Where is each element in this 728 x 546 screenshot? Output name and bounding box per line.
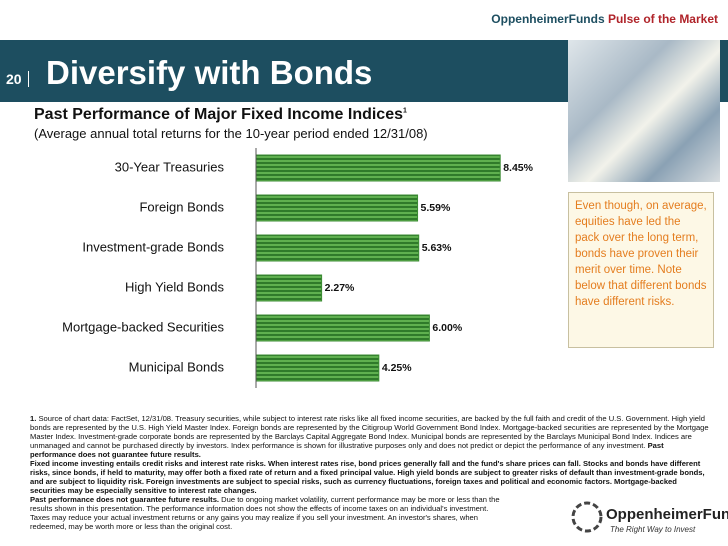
bar <box>255 314 430 342</box>
logo-name: OppenheimerFunds <box>606 506 728 523</box>
bar <box>255 154 501 182</box>
note-bold: Past performance does not guarantee futu… <box>30 495 220 504</box>
note-source: Source of chart data: FactSet, 12/31/08.… <box>30 414 709 450</box>
value-label: 2.27% <box>325 282 355 294</box>
callout: Even though, on average, equities have l… <box>568 192 714 348</box>
footnotes: 1. Source of chart data: FactSet, 12/31/… <box>30 414 710 531</box>
note-number: 1. <box>30 414 37 423</box>
value-label: 5.63% <box>422 242 452 254</box>
photo <box>568 40 720 182</box>
title-note: 1 <box>403 107 407 115</box>
category-label: 30-Year Treasuries <box>115 159 225 174</box>
category-label: High Yield Bonds <box>125 279 225 294</box>
brand: OppenheimerFunds Pulse of the Market <box>491 12 718 26</box>
bar <box>255 274 323 302</box>
brand-name: OppenheimerFunds <box>491 12 605 26</box>
bar <box>255 234 420 262</box>
chart-title: Past Performance of Major Fixed Income I… <box>34 106 407 124</box>
category-label: Municipal Bonds <box>129 359 225 374</box>
value-label: 8.45% <box>503 162 533 174</box>
bar <box>255 194 419 222</box>
logo-slogan: The Right Way to Invest <box>610 525 696 534</box>
page-number: 20 <box>6 71 29 87</box>
category-label: Investment-grade Bonds <box>82 239 224 254</box>
category-label: Foreign Bonds <box>139 199 224 214</box>
chart-subtitle: (Average annual total returns for the 10… <box>34 126 428 141</box>
note-past: Due to ongoing market volatility, curren… <box>30 495 500 531</box>
logo-mark <box>571 501 603 533</box>
brand-tagline: Pulse of the Market <box>607 12 718 26</box>
value-label: 6.00% <box>432 322 462 334</box>
value-label: 4.25% <box>382 362 412 374</box>
heading: Diversify with Bonds <box>46 54 373 91</box>
category-label: Mortgage-backed Securities <box>62 319 224 334</box>
bar <box>255 354 380 382</box>
note-risks: Fixed income investing entails credit ri… <box>30 459 705 495</box>
note-bold: Past performance does not guarantee futu… <box>30 441 664 459</box>
value-label: 5.59% <box>421 202 451 214</box>
chart-title-text: Past Performance of Major Fixed Income I… <box>34 106 403 123</box>
